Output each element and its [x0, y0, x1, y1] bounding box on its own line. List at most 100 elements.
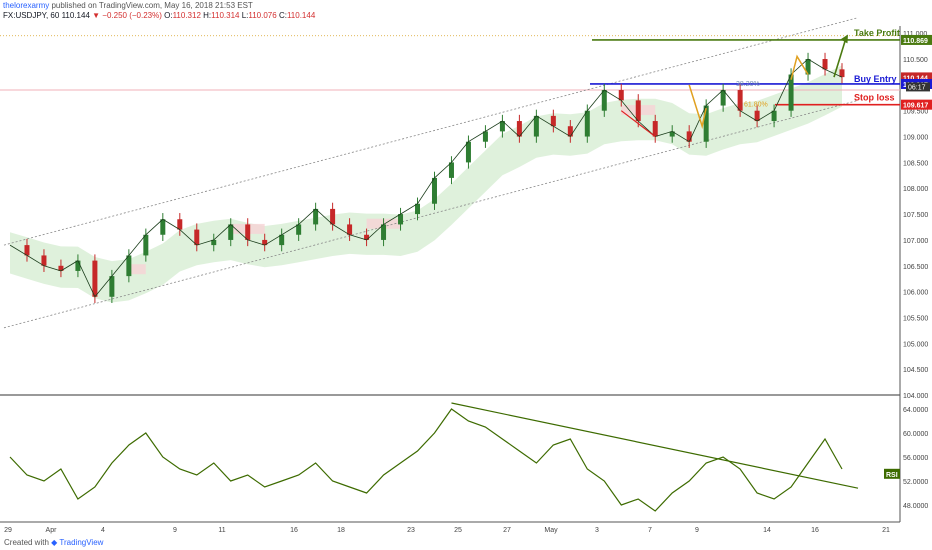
rsi-panel: 64.0000 60.0000 56.0000 52.0000 48.0000 RSI — [9, 402, 928, 512]
candle-body — [720, 90, 726, 106]
price-tick-12: 105.000 — [903, 341, 928, 348]
price-tick-0: 111.000 — [903, 31, 927, 38]
author-link[interactable]: thelorexarmy — [3, 1, 50, 10]
high-value: 110.314 — [211, 11, 240, 20]
channel-lower — [3, 99, 859, 329]
candle-body — [211, 239, 217, 246]
candle-body — [499, 121, 505, 132]
candle-body — [618, 90, 624, 101]
candle-body — [652, 121, 658, 137]
price-tick-8: 107.000 — [903, 238, 928, 245]
candle-body — [279, 234, 285, 246]
projection-arrow — [833, 37, 847, 78]
candle-body — [482, 131, 488, 142]
time-tick-0: 29 — [4, 527, 12, 534]
time-tick-14: 14 — [763, 527, 771, 534]
rsi-tick-3: 52.0000 — [903, 479, 928, 486]
tradingview-brand[interactable]: TradingView — [59, 538, 104, 547]
close-value: 110.144 — [286, 11, 316, 20]
candle-body — [431, 177, 437, 204]
candle-body — [669, 131, 675, 137]
candle-body — [737, 90, 743, 111]
cloud-red-0 — [128, 264, 146, 275]
level-label-0: Take Profit — [854, 28, 900, 38]
time-tick-1: Apr — [46, 527, 58, 534]
price-tag-bg-0 — [901, 34, 932, 45]
projection-arrowhead — [840, 34, 849, 44]
time-tick-10: May — [544, 527, 558, 534]
symbol-label: FX:USDJPY, 60 — [3, 11, 60, 20]
price-axis: 111.000110.500110.000109.500109.000108.5… — [901, 31, 932, 400]
candle-body — [771, 110, 777, 122]
price-tick-6: 108.000 — [903, 186, 928, 193]
price-tick-3: 109.500 — [903, 109, 928, 116]
trade-levels: Take Profit Buy Entry Stop loss — [590, 28, 900, 106]
price-tick-13: 104.500 — [903, 367, 928, 374]
rsi-chip-label: RSI — [886, 472, 898, 479]
timer-label: 06:17 — [908, 84, 926, 91]
candle-body — [160, 219, 166, 235]
candle-body — [584, 110, 590, 137]
candle-body — [24, 245, 30, 256]
timer-bg — [906, 82, 930, 92]
candle-body — [567, 126, 573, 137]
rsi-tick-4: 48.0000 — [903, 503, 928, 510]
candle-body — [686, 131, 692, 142]
candle-body — [177, 219, 183, 230]
grid — [0, 26, 901, 523]
rsi-trendline — [451, 402, 859, 489]
tradingview-logo-icon: ◆ — [51, 538, 58, 547]
time-tick-7: 23 — [407, 527, 415, 534]
candle-body — [245, 224, 251, 240]
candle-body — [415, 203, 421, 215]
candle-body — [601, 90, 607, 111]
candle-body — [296, 224, 302, 235]
candle-body — [465, 141, 471, 163]
fib-leg-3 — [620, 110, 656, 138]
candle-body — [788, 74, 794, 111]
candle-body — [822, 59, 828, 70]
fib-leg-1 — [688, 84, 707, 130]
last-price: 110.144 — [61, 11, 90, 20]
candle-body — [92, 260, 98, 297]
time-tick-13: 9 — [695, 527, 699, 534]
candle-body — [41, 255, 47, 266]
open-value: 110.312 — [172, 11, 201, 20]
time-axis: 29 Apr 4 9 11 16 18 23 25 27 May 3 7 9 14 16 21 — [4, 527, 890, 534]
price-change: −0.250 (−0.23%) — [102, 11, 162, 20]
time-tick-16: 21 — [882, 527, 890, 534]
level-label-2: Stop loss — [854, 93, 895, 103]
candle-body — [635, 100, 641, 122]
candle-body — [58, 265, 64, 271]
candle-body — [347, 224, 353, 235]
time-tick-2: 4 — [101, 527, 105, 534]
rsi-line — [9, 408, 843, 512]
price-tag-1: 110.144 — [903, 75, 928, 82]
price-tick-14: 104.000 — [903, 393, 928, 400]
footer: Created with ◆ TradingView — [4, 538, 103, 547]
candle-body — [398, 214, 404, 225]
candle-body — [313, 208, 319, 225]
candle-body — [228, 224, 234, 240]
time-tick-12: 7 — [648, 527, 652, 534]
low-value: 110.076 — [248, 11, 277, 20]
price-tick-1: 110.500 — [903, 57, 928, 64]
high-label: H: — [203, 11, 212, 20]
candle-body — [533, 115, 539, 137]
price-tag-bg-3 — [901, 99, 932, 110]
rsi-chip-bg — [884, 468, 900, 479]
price-series — [9, 34, 849, 303]
candle-body — [805, 59, 811, 75]
candle-body — [516, 121, 522, 137]
candle-body — [75, 260, 81, 271]
trend-channel — [0, 17, 900, 329]
fib-annotations: 38.20% 61.80% — [620, 54, 809, 138]
down-arrow-icon: ▼ — [92, 11, 101, 20]
fib-label-38: 38.20% — [736, 81, 760, 88]
price-tick-10: 106.000 — [903, 290, 928, 297]
cloud-band — [10, 65, 842, 303]
footer-text: Created with — [4, 538, 49, 547]
close-label: C: — [278, 11, 287, 20]
candle-body — [330, 208, 336, 225]
